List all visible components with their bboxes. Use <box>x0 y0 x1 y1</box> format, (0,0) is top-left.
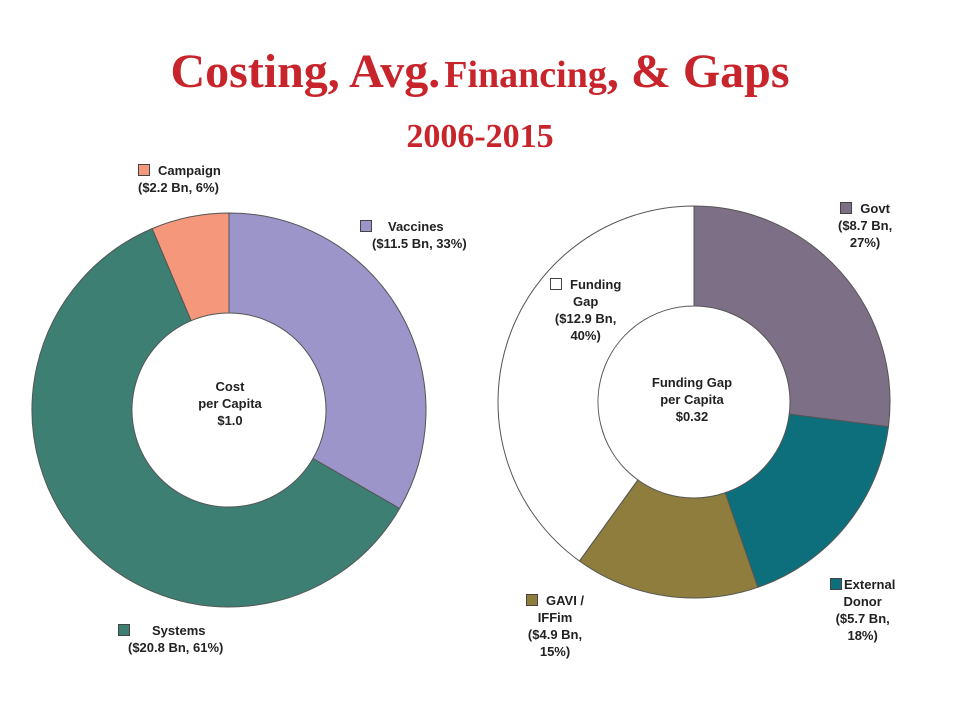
cost-center-line-3: $1.0 <box>217 413 243 428</box>
label-systems-name: Systems <box>152 623 206 638</box>
label-external-donor: External Donor ($5.7 Bn, 18%) <box>830 576 895 644</box>
legend-swatch-vaccines <box>360 220 372 232</box>
label-funding-gap-name-1: Funding <box>570 277 622 292</box>
label-vaccines: Vaccines ($11.5 Bn, 33%) <box>360 218 467 252</box>
label-external-donor-name-1: External <box>844 577 896 592</box>
label-govt-name: Govt <box>860 201 890 216</box>
label-gavi-name-1: GAVI / <box>546 593 585 608</box>
legend-swatch-external-donor <box>830 578 842 590</box>
label-govt-pct: 27%) <box>849 235 881 250</box>
legend-swatch-govt <box>840 202 853 214</box>
slice-external-donor <box>724 413 889 588</box>
slice-vaccines <box>228 212 427 510</box>
cost-center-label: Cost per Capita $1.0 <box>150 378 310 429</box>
label-external-donor-name-2: Donor <box>843 594 882 609</box>
label-campaign: Campaign ($2.2 Bn, 6%) <box>138 162 221 196</box>
slice-campaign <box>151 212 230 322</box>
label-vaccines-value: ($11.5 Bn, 33%) <box>372 236 467 251</box>
funding-center-line-1: Funding Gap <box>651 375 733 390</box>
label-gavi: GAVI / IFFim ($4.9 Bn, 15%) <box>526 592 584 660</box>
cost-center-line-1: Cost <box>215 379 245 394</box>
slice-funding-gap <box>497 205 695 562</box>
label-external-donor-value: ($5.7 Bn, <box>835 611 890 626</box>
label-systems: Systems ($20.8 Bn, 61%) <box>118 622 223 656</box>
legend-swatch-gavi <box>526 594 538 606</box>
slice-govt <box>693 205 891 428</box>
label-vaccines-name: Vaccines <box>388 219 444 234</box>
legend-swatch-systems <box>118 624 130 636</box>
page-title: Costing, Avg. Financing, & Gaps <box>0 44 960 99</box>
funding-center-line-2: per Capita <box>660 392 724 407</box>
title-part-2: Financing <box>444 54 607 96</box>
label-funding-gap-name-2: Gap <box>572 294 599 309</box>
label-campaign-value: ($2.2 Bn, 6%) <box>138 180 219 195</box>
cost-donut-chart <box>31 212 427 608</box>
label-govt-value: ($8.7 Bn, <box>838 218 893 233</box>
legend-swatch-funding-gap <box>550 278 562 290</box>
cost-center-line-2: per Capita <box>198 396 262 411</box>
title-part-1: Costing, Avg. <box>170 45 441 98</box>
label-funding-gap-value: ($12.9 Bn, <box>554 311 617 326</box>
label-campaign-name: Campaign <box>158 163 221 178</box>
financing-donut-chart <box>497 205 891 599</box>
label-gavi-pct: 15%) <box>539 644 571 659</box>
funding-gap-center-label: Funding Gap per Capita $0.32 <box>612 374 772 425</box>
label-govt: Govt ($8.7 Bn, 27%) <box>838 200 892 251</box>
label-funding-gap-pct: 40%) <box>570 328 601 343</box>
slice-gavi-iffim <box>578 479 759 599</box>
label-systems-value: ($20.8 Bn, 61%) <box>128 640 224 655</box>
funding-center-line-3: $0.32 <box>675 409 709 424</box>
title-part-3: , & Gaps <box>606 45 790 98</box>
label-gavi-name-2: IFFim <box>537 610 573 625</box>
page-subtitle: 2006-2015 <box>406 118 554 155</box>
label-gavi-value: ($4.9 Bn, <box>527 627 583 642</box>
slice-systems <box>31 227 401 608</box>
label-funding-gap: Funding Gap ($12.9 Bn, 40%) <box>550 276 621 344</box>
legend-swatch-campaign <box>138 164 150 176</box>
label-external-donor-pct: 18%) <box>847 628 878 643</box>
